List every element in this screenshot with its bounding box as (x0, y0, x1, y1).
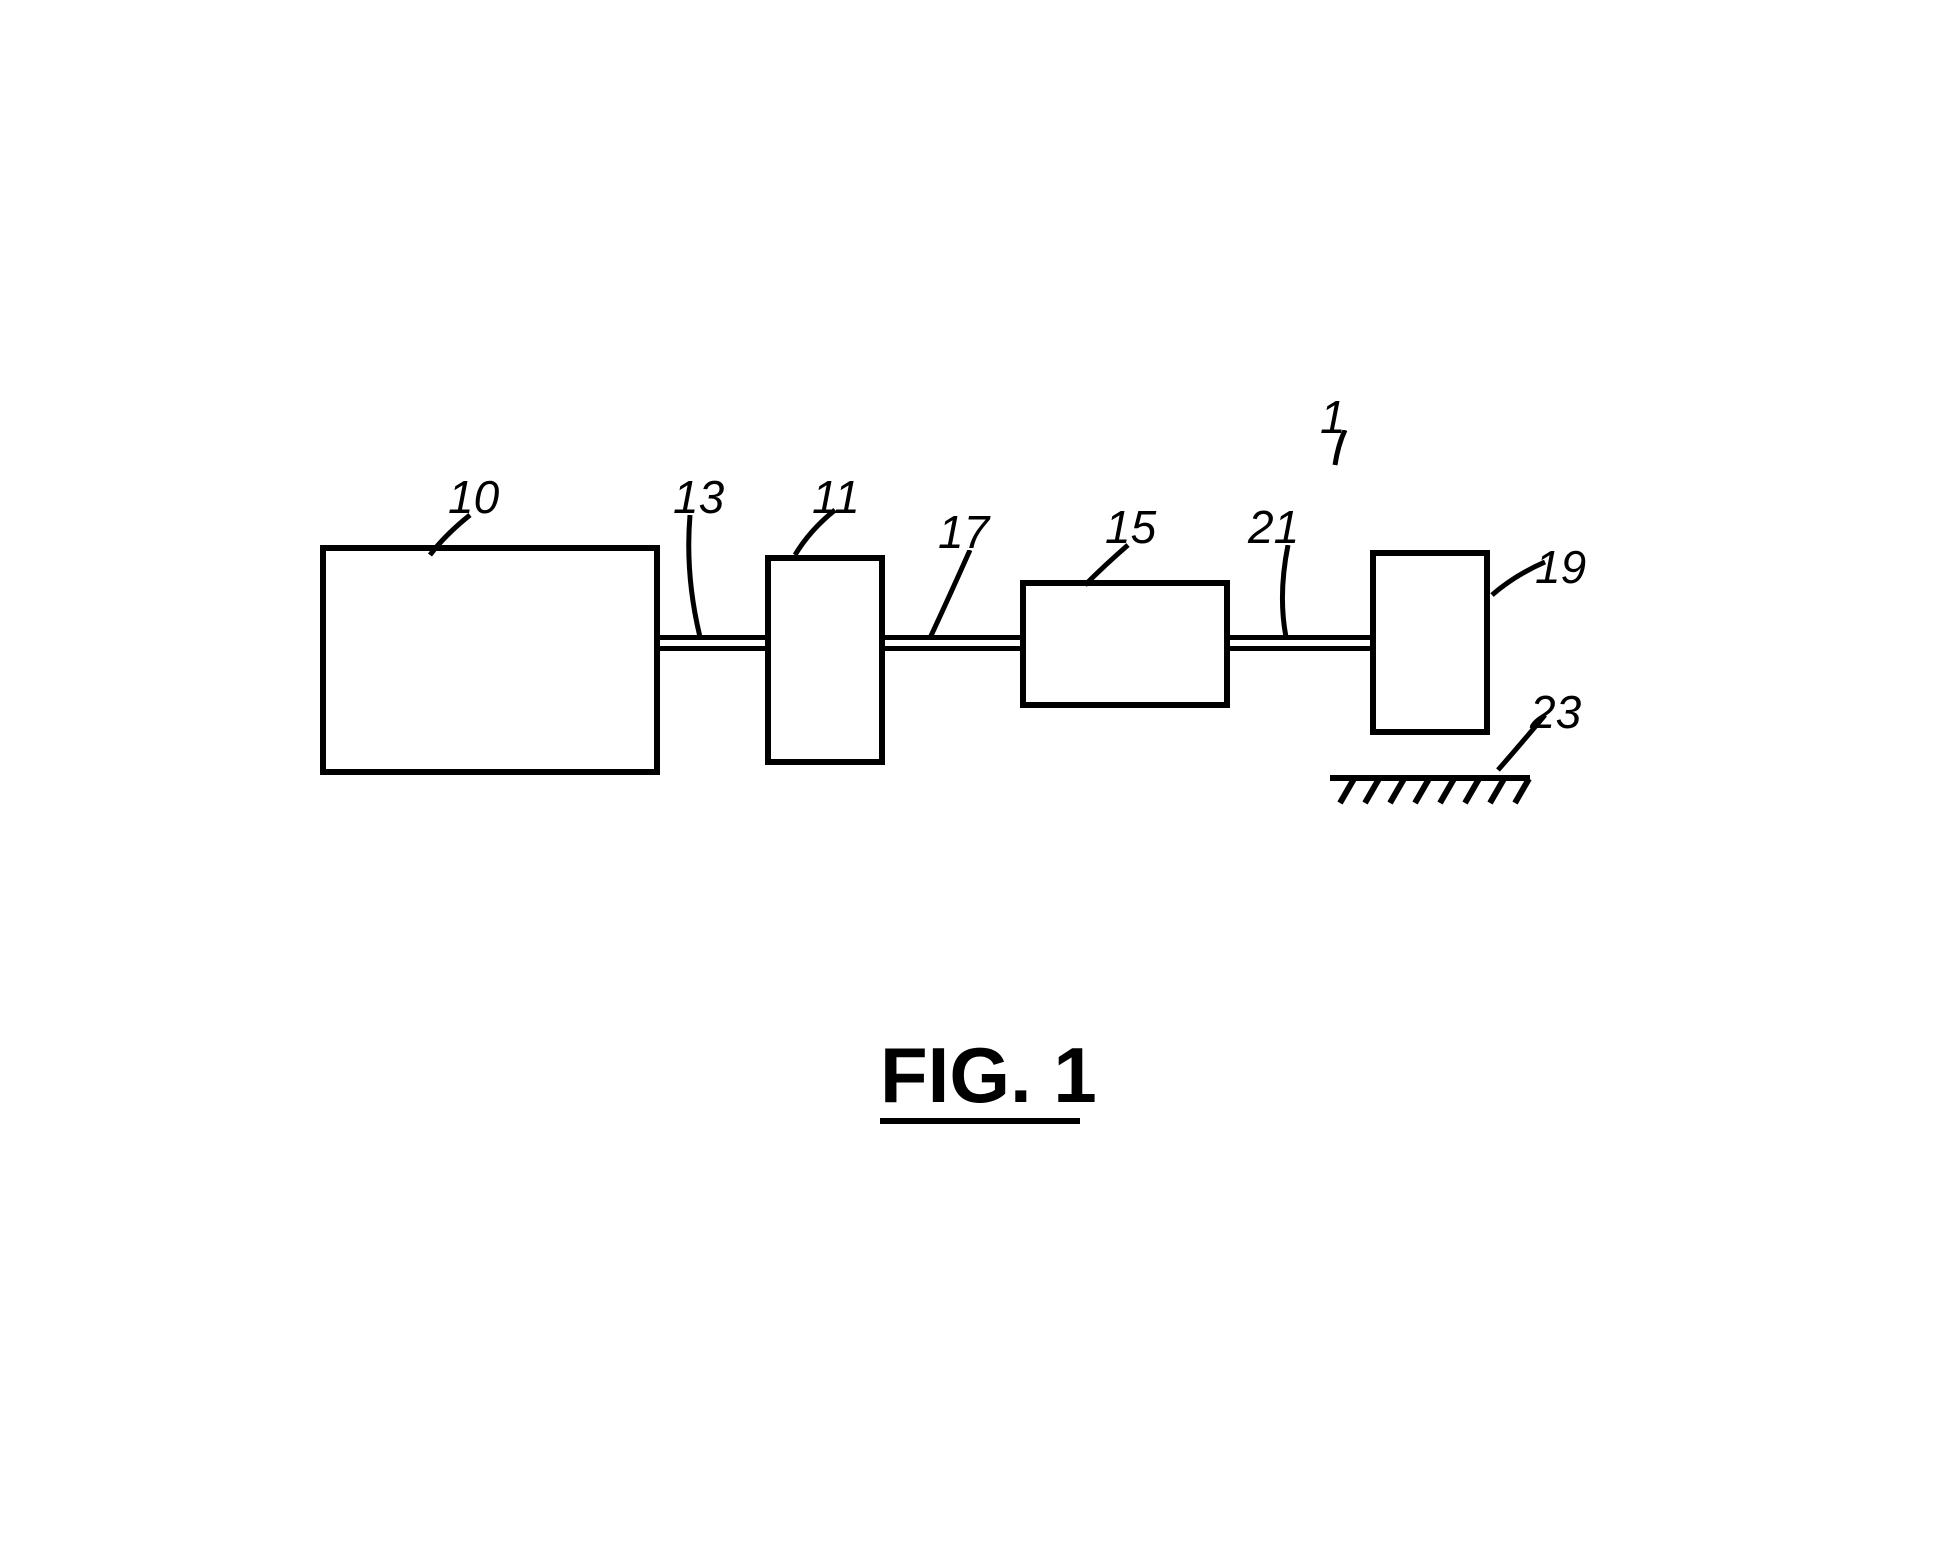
ground-hatch (1387, 777, 1406, 804)
ground-hatch (1512, 777, 1531, 804)
block-10 (320, 545, 660, 775)
label-17: 17 (938, 505, 989, 559)
block-11 (765, 555, 885, 765)
block-19 (1370, 550, 1490, 735)
ground-hatch (1362, 777, 1381, 804)
leader-17 (925, 550, 980, 645)
figure-label: FIG. 1 (880, 1030, 1097, 1121)
label-19: 19 (1535, 540, 1586, 594)
label-21: 21 (1248, 500, 1299, 554)
ground-hatch (1462, 777, 1481, 804)
label-10: 10 (448, 470, 499, 524)
leader-21 (1268, 545, 1308, 645)
figure-underline (880, 1118, 1080, 1124)
leader-13 (680, 515, 730, 645)
label-23: 23 (1530, 685, 1581, 739)
label-15: 15 (1105, 500, 1156, 554)
label-1: 1 (1320, 390, 1346, 444)
ground-hatch (1337, 777, 1356, 804)
label-11: 11 (812, 470, 860, 524)
block-15 (1020, 580, 1230, 708)
label-13: 13 (673, 470, 724, 524)
ground-hatch (1437, 777, 1456, 804)
block-diagram: 10 13 11 17 15 21 19 1 (320, 450, 1620, 890)
ground-hatch (1412, 777, 1431, 804)
ground-hatch (1487, 777, 1506, 804)
